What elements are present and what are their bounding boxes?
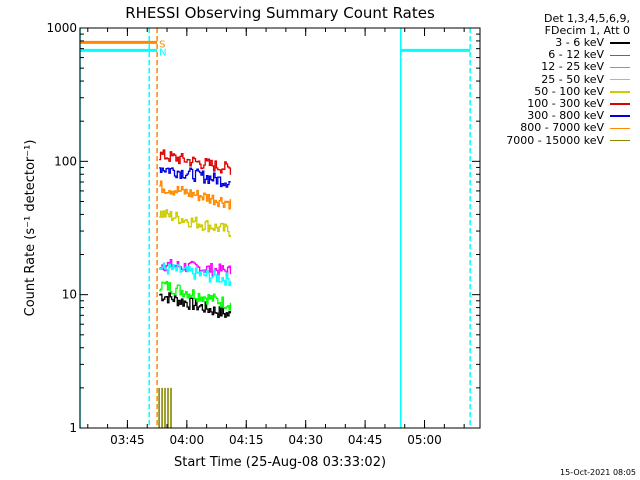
axes: 1 10 100 1000 03:45 04:00 04:15 04:30 04:45 05:00 bbox=[46, 21, 480, 447]
legend-swatch bbox=[610, 66, 630, 69]
legend-header-line-1: Det 1,3,4,5,6,9, bbox=[543, 12, 630, 25]
legend-entries: 3 - 6 keV 6 - 12 keV 12 - 25 keV 25 - 50 ke… bbox=[478, 37, 630, 147]
legend-entry-label: 300 - 800 keV bbox=[527, 109, 604, 123]
legend-entry-label: 6 - 12 keV bbox=[548, 48, 604, 62]
legend-entry-label: 800 - 7000 keV bbox=[520, 121, 604, 135]
series-line-4 bbox=[159, 209, 232, 237]
series-line-8 bbox=[158, 387, 172, 428]
legend-swatch bbox=[610, 103, 630, 105]
legend-swatch bbox=[610, 54, 630, 57]
series-line-2 bbox=[159, 280, 232, 311]
x-tick-label: 04:15 bbox=[229, 433, 264, 447]
y-axis-label: Count Rate (s⁻¹ detector⁻¹) bbox=[23, 140, 38, 317]
legend-entry: 6 - 12 keV bbox=[478, 49, 630, 61]
legend-entry-label: 100 - 300 keV bbox=[527, 97, 604, 111]
flag-label: N bbox=[159, 47, 166, 58]
x-tick-label: 04:00 bbox=[170, 433, 205, 447]
legend-swatch bbox=[610, 139, 630, 142]
footer-timestamp: 15-Oct-2021 08:05 bbox=[560, 468, 636, 477]
legend-swatch bbox=[610, 78, 630, 81]
legend-entry-label: 7000 - 15000 keV bbox=[506, 133, 604, 147]
legend-header-line-2: FDecim 1, Att 0 bbox=[544, 24, 630, 37]
legend-swatch bbox=[610, 42, 630, 44]
series-line-7 bbox=[159, 180, 232, 210]
flag-label: S bbox=[159, 39, 165, 50]
legend-entry: 12 - 25 keV bbox=[478, 61, 630, 73]
legend-entry: 25 - 50 keV bbox=[478, 72, 630, 86]
x-tick-label: 05:00 bbox=[407, 433, 442, 447]
y-tick-label: 1 bbox=[69, 421, 77, 435]
legend-entry-label: 50 - 100 keV bbox=[534, 84, 604, 98]
legend-entry-label: 3 - 6 keV bbox=[555, 36, 604, 50]
legend-entry: 100 - 300 keV bbox=[478, 98, 630, 110]
legend: Det 1,3,4,5,6,9, FDecim 1, Att 0 3 - 6 k… bbox=[478, 13, 630, 147]
legend-swatch bbox=[610, 127, 630, 130]
y-tick-label: 1000 bbox=[46, 21, 77, 35]
series-line-5 bbox=[159, 149, 232, 175]
legend-entry-label: 25 - 50 keV bbox=[541, 72, 604, 86]
series-line-6 bbox=[159, 167, 232, 188]
legend-entry: 3 - 6 keV bbox=[478, 37, 630, 49]
y-tick-label: 10 bbox=[62, 288, 77, 302]
series-line-3 bbox=[159, 262, 232, 287]
legend-entry: 50 - 100 keV bbox=[478, 84, 630, 98]
legend-swatch bbox=[610, 91, 630, 93]
plot-marks: SN bbox=[79, 28, 471, 428]
legend-entry: 300 - 800 keV bbox=[478, 110, 630, 122]
series-line-0 bbox=[159, 292, 232, 318]
y-tick-label: 100 bbox=[54, 154, 77, 168]
x-tick-label: 03:45 bbox=[110, 433, 145, 447]
chart-title: RHESSI Observing Summary Count Rates bbox=[125, 4, 435, 22]
legend-entry: 800 - 7000 keV bbox=[478, 122, 630, 134]
x-tick-label: 04:45 bbox=[348, 433, 383, 447]
x-axis-label: Start Time (25-Aug-08 03:33:02) bbox=[174, 455, 386, 470]
legend-swatch bbox=[610, 115, 630, 117]
legend-entry: 7000 - 15000 keV bbox=[478, 133, 630, 147]
x-tick-label: 04:30 bbox=[288, 433, 323, 447]
plot-frame bbox=[79, 27, 481, 429]
legend-entry-label: 12 - 25 keV bbox=[541, 60, 604, 74]
